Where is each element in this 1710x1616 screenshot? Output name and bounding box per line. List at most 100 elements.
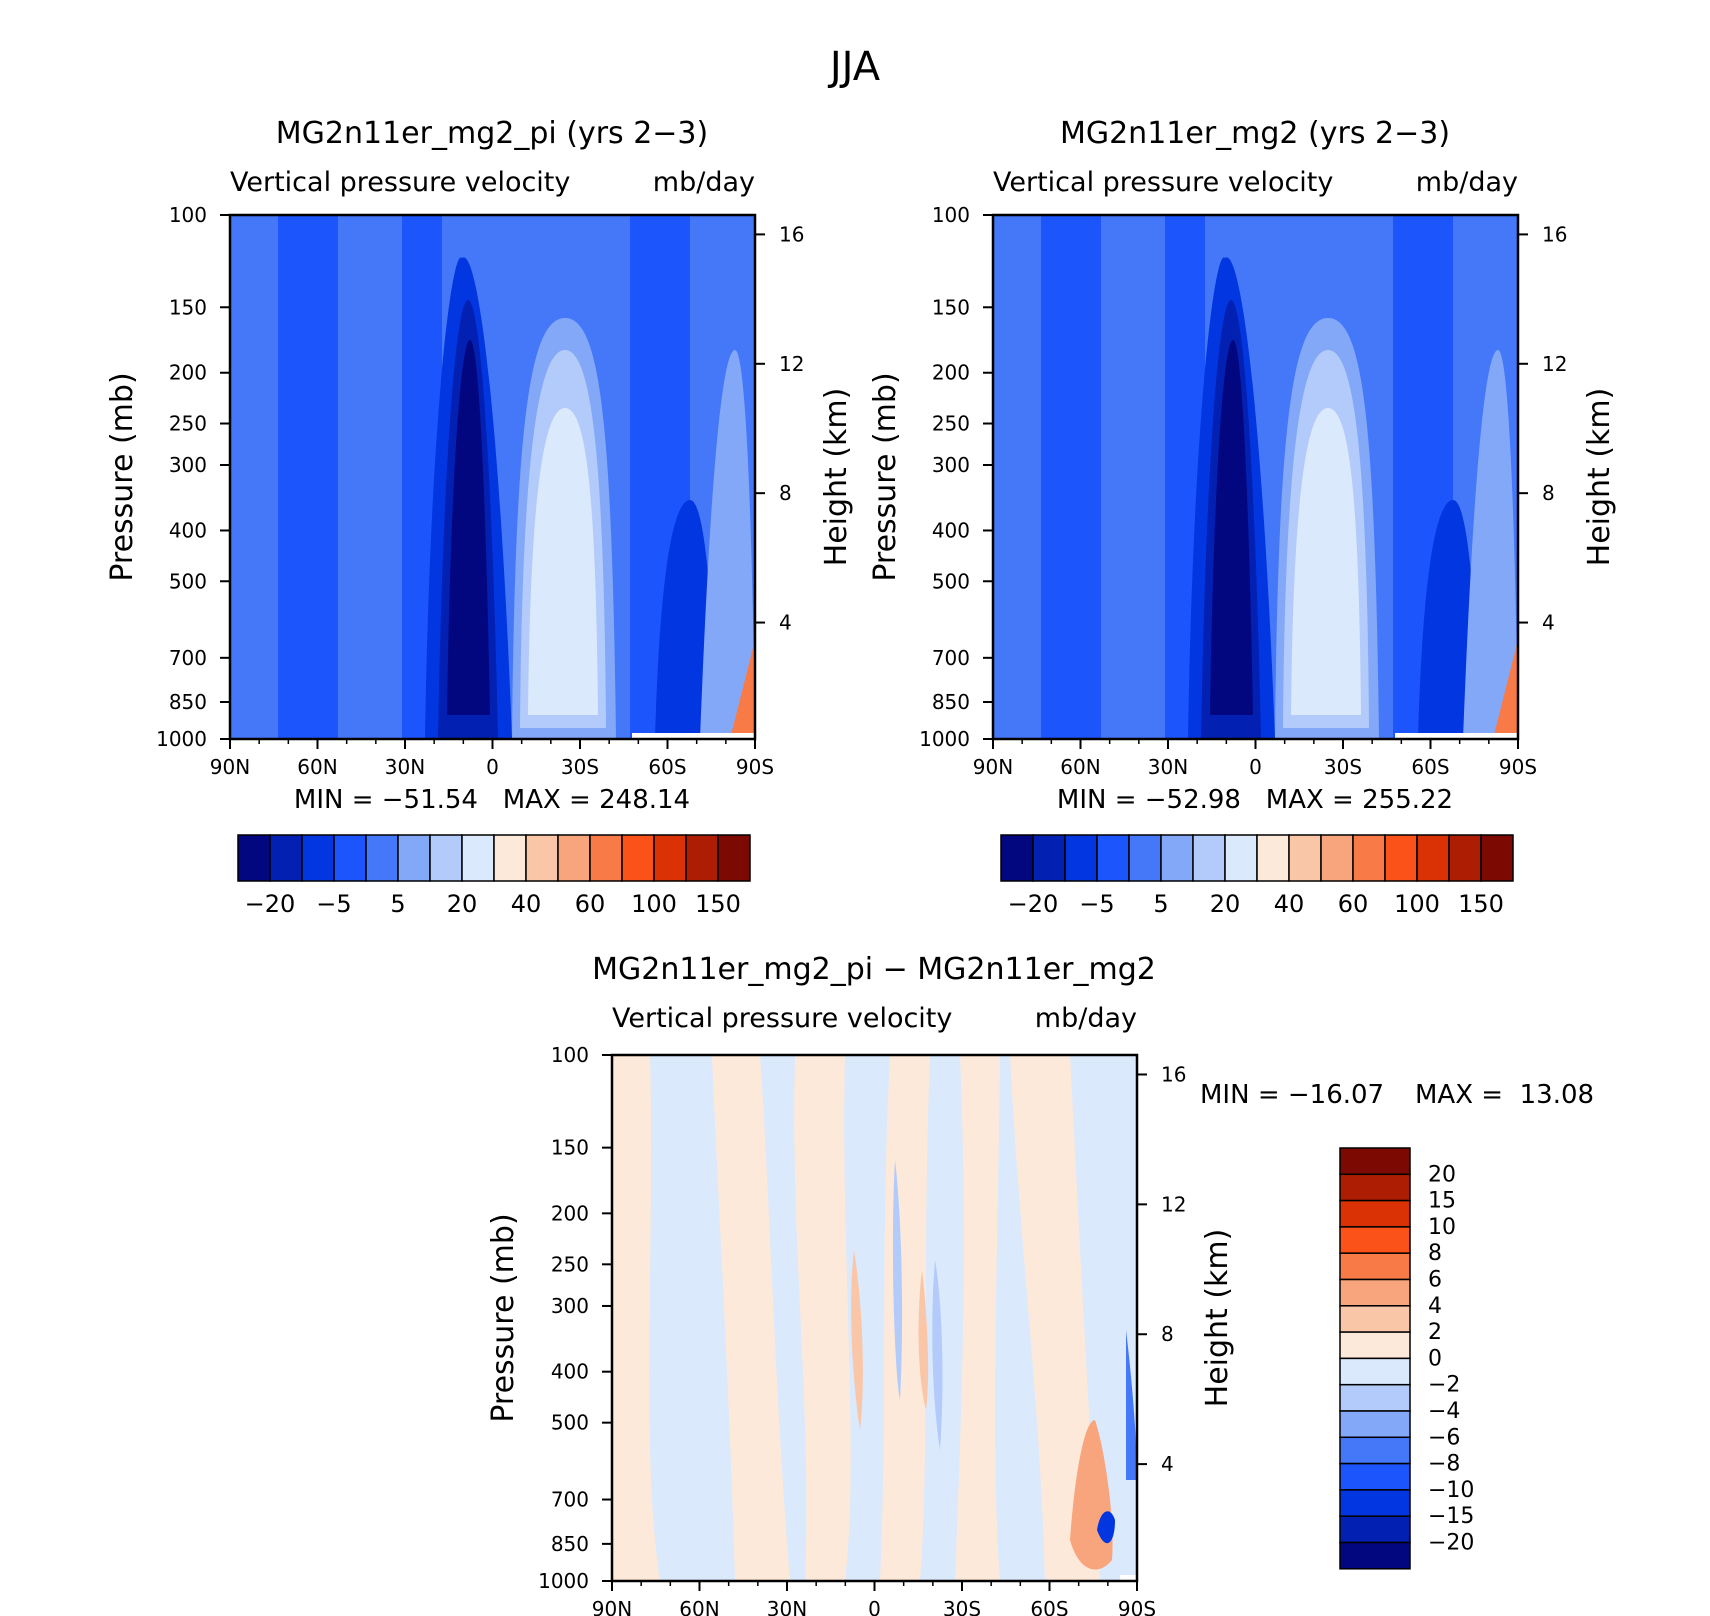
panel-1-colorbar-swatch <box>557 834 591 882</box>
panel-1-ytick-label: 700 <box>169 646 207 670</box>
panel-2-xtick-label: 60S <box>1411 755 1449 779</box>
panel-1-xtick-label: 90S <box>736 755 774 779</box>
panel-1-colorbar-label: 60 <box>575 890 606 918</box>
panel-1-ytick-label: 500 <box>169 569 207 593</box>
panel-3-ytick-label: 500 <box>551 1411 589 1435</box>
panel-2-colorbar-label: −5 <box>1079 890 1114 918</box>
panel-1-colorbar-swatch <box>301 834 335 882</box>
panel-1-ytick-label: 850 <box>169 690 207 714</box>
panel-1-subtitle-left: Vertical pressure velocity <box>230 167 570 198</box>
panel-3-title: MG2n11er_mg2_pi − MG2n11er_mg2 <box>592 952 1156 987</box>
panel-1-colorbar-label: 20 <box>447 890 478 918</box>
panel-2-title: MG2n11er_mg2 (yrs 2−3) <box>1060 116 1450 151</box>
panel-1-stats: MIN = −51.54 MAX = 248.14 <box>294 785 690 815</box>
panel-1-y2tick-label: 16 <box>779 222 804 246</box>
panel-2-colorbar: −20 −5 5 20 40 60 100 150 <box>1000 834 1514 918</box>
panel-1-ytick-label: 150 <box>169 295 207 319</box>
panel-2-ytick-label: 150 <box>932 295 970 319</box>
panel-3-colorbar-swatch <box>1339 1147 1411 1176</box>
panel-1-colorbar-label: 150 <box>695 890 741 918</box>
panel-3-colorbar-label: 4 <box>1428 1294 1442 1319</box>
panel-2-colorbar-label: 5 <box>1153 890 1168 918</box>
panel-1-xtick-label: 60N <box>297 755 337 779</box>
panel-3-polar-negative <box>1097 1511 1115 1544</box>
panel-3-stats-max: MAX = 13.08 <box>1415 1080 1594 1110</box>
panel-1-colorbar-label: 5 <box>390 890 405 918</box>
panel-2-itcz-peak <box>1210 340 1253 715</box>
panel-3-xtick-label: 90N <box>592 1597 632 1616</box>
panel-3-colorbar-label: −4 <box>1428 1399 1460 1424</box>
panel-1-colorbar-label: 100 <box>631 890 677 918</box>
panel-1-colorbar-swatch <box>429 834 463 882</box>
panel-3-colorbar-label: 10 <box>1428 1215 1456 1240</box>
panel-2-colorbar-swatch <box>1000 834 1034 882</box>
panel-3-positive-band-3 <box>794 1055 851 1581</box>
panel-3-colorbar-swatch <box>1339 1462 1411 1491</box>
panel-1-title: MG2n11er_mg2_pi (yrs 2−3) <box>276 116 708 151</box>
panel-3-positive-band-5 <box>955 1055 1000 1581</box>
panel-1-y2tick-label: 8 <box>779 481 792 505</box>
panel-3-ytick-label: 400 <box>551 1360 589 1384</box>
panel-3-colorbar-label: 8 <box>1428 1241 1442 1266</box>
panel-1-xtick-label: 30S <box>561 755 599 779</box>
panel-1-plot-area <box>230 215 755 739</box>
panel-3-positive-band-1 <box>612 1055 660 1581</box>
panel-2-colorbar-swatch <box>1448 834 1482 882</box>
panel-2-polar-band <box>1418 500 1481 739</box>
panel-2-colorbar-swatch <box>1160 834 1194 882</box>
panel-2-colorbar-label: 150 <box>1458 890 1504 918</box>
panel-3-y2tick-label: 8 <box>1161 1322 1174 1346</box>
panel-3-colorbar-swatch <box>1339 1252 1411 1281</box>
panel-1-colorbar-swatch <box>365 834 399 882</box>
panel-3-colorbar-label: 2 <box>1428 1320 1442 1345</box>
panel-2-colorbar-swatch <box>1416 834 1450 882</box>
panel-1-colorbar: −20 −5 5 20 40 60 100 150 <box>237 834 751 918</box>
panel-3-colorbar-label: 15 <box>1428 1189 1456 1214</box>
panel-3-colorbar-swatch <box>1339 1410 1411 1439</box>
panel-3-colorbar-swatch <box>1339 1515 1411 1544</box>
panel-1-colorbar-swatch <box>589 834 623 882</box>
panel-3-colorbar-label: 20 <box>1428 1162 1456 1187</box>
panel-2-surface-mask <box>1395 733 1518 739</box>
panel-1-colorbar-label: −20 <box>245 890 296 918</box>
panel-2-xtick-label: 30S <box>1324 755 1362 779</box>
panel-2-ylabel: Pressure (mb) <box>868 372 903 581</box>
panel-3-y2tick-label: 4 <box>1161 1452 1174 1476</box>
panel-3: MG2n11er_mg2_pi − MG2n11er_mg2 Vertical … <box>486 952 1594 1616</box>
panel-3-colorbar-swatch <box>1339 1199 1411 1228</box>
panel-1-y2tick-label: 12 <box>779 352 804 376</box>
panel-3-colorbar-swatch <box>1339 1173 1411 1202</box>
panel-1-ytick-label: 300 <box>169 453 207 477</box>
panel-3-ytick-label: 100 <box>551 1043 589 1067</box>
panel-1-ytick-label: 200 <box>169 361 207 385</box>
panel-3-y2label: Height (km) <box>1200 1229 1235 1408</box>
panel-2-ytick-label: 400 <box>932 518 970 542</box>
panel-2-axes: 100 150 200 250 300 400 500 700 850 1000 16 12 8 4 90N… <box>919 203 1567 779</box>
panel-2-ytick-label: 200 <box>932 361 970 385</box>
panel-1-ylabel: Pressure (mb) <box>105 372 140 581</box>
panel-3-negative-streak-1 <box>892 1160 903 1400</box>
panel-3-ytick-label: 300 <box>551 1294 589 1318</box>
panel-3-edge-negative <box>1126 1330 1137 1480</box>
panel-3-ytick-label: 250 <box>551 1252 589 1276</box>
panel-1-colorbar-swatch <box>685 834 719 882</box>
panel-2-y2label: Height (km) <box>1582 388 1617 567</box>
panel-2-colorbar-swatch <box>1320 834 1354 882</box>
panel-1-colorbar-swatch <box>621 834 655 882</box>
panel-3-colorbar-swatch <box>1339 1226 1411 1254</box>
panel-1-ytick-label: 100 <box>169 203 207 227</box>
panel-1-xtick-label: 90N <box>210 755 250 779</box>
panel-3-colorbar-label: −15 <box>1428 1504 1474 1529</box>
panel-2-colorbar-label: 60 <box>1338 890 1369 918</box>
panel-2-colorbar-swatch <box>1064 834 1098 882</box>
panel-2-colorbar-swatch <box>1032 834 1066 882</box>
panel-3-colorbar-swatch <box>1339 1331 1411 1360</box>
panel-3-positive-band-6 <box>1010 1055 1100 1581</box>
panel-2-colorbar-swatch <box>1192 834 1226 882</box>
panel-2-ytick-label: 100 <box>932 203 970 227</box>
panel-3-positive-band-2 <box>712 1055 790 1581</box>
panel-3-colorbar-swatch <box>1339 1383 1411 1412</box>
panel-2-stats: MIN = −52.98 MAX = 255.22 <box>1057 785 1453 815</box>
panel-2-y2tick-label: 12 <box>1542 352 1567 376</box>
